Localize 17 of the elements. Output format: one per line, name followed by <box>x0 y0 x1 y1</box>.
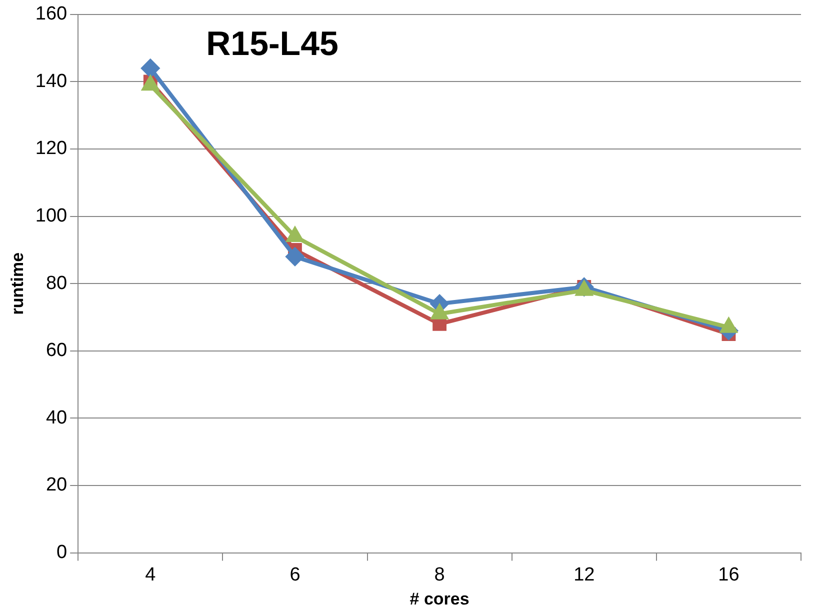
y-axis-title: runtime <box>8 252 27 315</box>
x-tick-label: 4 <box>145 564 156 586</box>
chart-title: R15-L45 <box>206 24 338 63</box>
x-tick-label: 6 <box>290 564 300 586</box>
y-tick-label: 80 <box>46 272 68 294</box>
x-tick-label: 8 <box>434 564 445 586</box>
y-tick-label: 120 <box>35 138 68 160</box>
y-tick-label: 140 <box>35 70 68 92</box>
y-tick-label: 20 <box>46 474 68 496</box>
y-tick-label: 0 <box>56 542 68 564</box>
x-tick-label: 16 <box>718 564 740 586</box>
x-tick-label: 12 <box>574 564 595 586</box>
y-tick-label: 100 <box>35 206 68 227</box>
y-tick-label: 160 <box>35 4 68 25</box>
y-tick-label: 40 <box>46 407 68 428</box>
y-tick-label: 60 <box>46 340 68 362</box>
x-axis-title: # cores <box>410 589 470 608</box>
